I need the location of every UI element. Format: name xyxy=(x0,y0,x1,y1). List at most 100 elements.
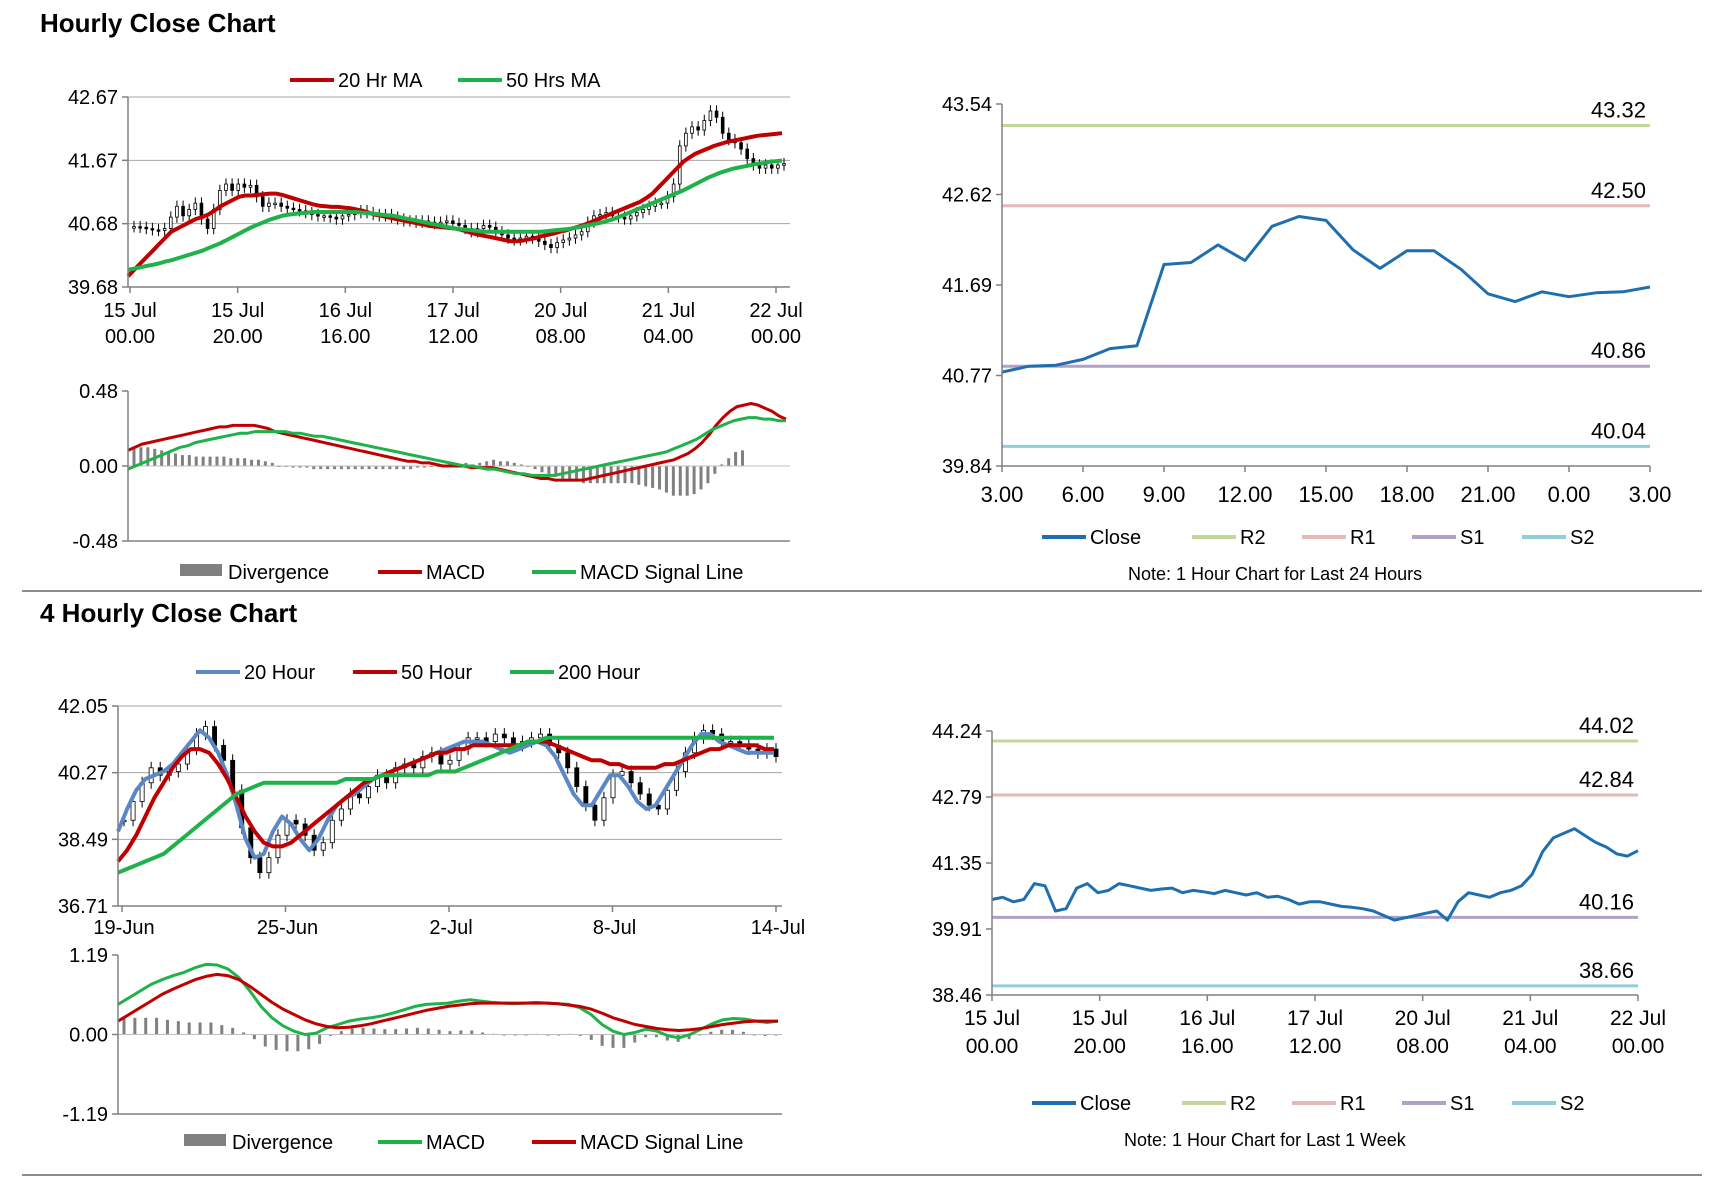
hourly_price-candle xyxy=(175,205,179,218)
hourly_macd-legend-macd-label: MACD xyxy=(426,562,485,584)
hourly_price-candle xyxy=(487,224,492,228)
weekly_pivot-y-tick-label: 41.35 xyxy=(932,853,982,875)
hourly_macd-divergence-bar xyxy=(478,462,482,466)
fourhourly_price-x-tick-label: 14-Jul xyxy=(751,917,805,939)
hourly_pivot-r1-value-label: 42.50 xyxy=(1591,178,1646,203)
hourly_pivot-x-tick-label: 3.00 xyxy=(981,482,1024,507)
hourly_price-candle xyxy=(628,215,633,220)
fourhourly_macd-divergence-bar xyxy=(437,1029,441,1035)
hourly_macd-divergence-bar xyxy=(298,466,302,468)
hourly_price-candle xyxy=(193,202,198,210)
fourhourly_macd-divergence-bar xyxy=(763,1034,767,1036)
hourly_macd-divergence-bar xyxy=(395,466,399,470)
hourly_macd-divergence-bar xyxy=(180,455,184,466)
hourly_pivot-y-tick-label: 41.69 xyxy=(942,275,992,297)
hourly_macd-legend-signal-label: MACD Signal Line xyxy=(580,562,743,584)
fourhourly_price-ma50-line xyxy=(116,739,774,863)
fourhourly_price-ma20-line xyxy=(116,728,774,860)
fourhourly_macd-divergence-bar xyxy=(415,1027,419,1035)
fourhourly_macd-divergence-bar xyxy=(328,1034,332,1036)
weekly_pivot-x-tick-label: 00.00 xyxy=(966,1035,1019,1058)
hourly_price-x-tick-label: 17 Jul xyxy=(426,300,479,322)
hourly_price-x-tick-label: 04.00 xyxy=(643,326,693,348)
hourly_macd-legend-divergence-swatch xyxy=(180,564,222,576)
hourly_macd-divergence-bar xyxy=(658,466,662,490)
hourly_macd-divergence-bar xyxy=(409,466,413,470)
weekly_pivot-y-tick-label: 39.91 xyxy=(932,919,982,941)
fourhourly_price-candle xyxy=(601,797,607,821)
fourhourly_price-candle xyxy=(628,771,634,784)
hourly_macd-divergence-bar xyxy=(250,459,254,466)
hourly_price-candle xyxy=(248,184,253,188)
hourly_price-candle xyxy=(549,244,553,249)
fourhourly_price-candle xyxy=(447,759,453,765)
fourhourly_price-candle xyxy=(583,786,589,806)
hourly_macd-divergence-bar xyxy=(498,461,502,466)
hourly_price-candle xyxy=(745,148,749,160)
hourly_pivot-legend-r1-label: R1 xyxy=(1350,527,1376,549)
fourhourly_price-candle xyxy=(501,733,507,739)
hourly_price-x-tick-label: 15 Jul xyxy=(103,300,156,322)
fourhourly_price-candle xyxy=(565,752,571,769)
weekly_pivot-x-tick-label: 22 Jul xyxy=(1610,1007,1666,1030)
hourly_price-candle xyxy=(328,215,333,218)
fourhourly_price-candle xyxy=(664,789,670,810)
weekly_pivot-y-tick-label: 38.46 xyxy=(932,985,982,1007)
hourly_price-x-tick-label: 16 Jul xyxy=(319,300,372,322)
hourly_price-y-tick-label: 40.68 xyxy=(68,214,118,236)
hourly_macd-divergence-bar xyxy=(492,459,496,466)
hourly_macd-divergence-bar xyxy=(575,466,579,482)
hourly_macd-divergence-bar xyxy=(374,466,378,470)
hourly_macd-divergence-bar xyxy=(464,462,468,466)
fourhourly_macd-divergence-bar xyxy=(165,1019,169,1035)
fourhourly_macd-divergence-bar xyxy=(383,1029,387,1035)
fourhourly_macd-divergence-bar xyxy=(198,1022,202,1035)
hourly_price-candle xyxy=(714,110,719,118)
hourly_macd-divergence-bar xyxy=(312,466,316,470)
hourly_pivot-y-tick-label: 40.77 xyxy=(942,366,992,388)
hourly-section-title: Hourly Close Chart xyxy=(40,8,276,38)
hourly_price-candle xyxy=(555,242,559,249)
hourly_price-candle xyxy=(230,183,234,191)
hourly_macd-divergence-bar xyxy=(132,447,136,466)
hourly_pivot-s1-value-label: 40.86 xyxy=(1591,338,1646,363)
fourhourly_price-candle xyxy=(257,857,263,874)
hourly_price-ma20-line xyxy=(126,131,783,278)
hourly_macd-divergence-bar xyxy=(346,466,350,470)
hourly_macd-divergence-bar xyxy=(333,466,337,470)
hourly_macd-divergence-bar xyxy=(167,451,171,466)
hourly_price-y-tick-label: 39.68 xyxy=(68,277,118,299)
fourhourly_price-x-tick-label: 8-Jul xyxy=(593,917,636,939)
hourly_price-candle xyxy=(457,223,461,226)
hourly_price-x-tick-label: 00.00 xyxy=(751,326,801,348)
weekly_pivot-legend-r1-label: R1 xyxy=(1340,1093,1366,1115)
hourly_pivot-y-tick-label: 42.62 xyxy=(942,185,992,207)
hourly_pivot-x-tick-label: 6.00 xyxy=(1062,482,1105,507)
bottom-divider xyxy=(22,1174,1702,1176)
fourhourly_macd-legend-signal-label: MACD Signal Line xyxy=(580,1132,743,1154)
fourhourly_macd-divergence-bar xyxy=(600,1034,604,1046)
hourly_price-candle xyxy=(236,183,241,191)
hourly_price-candle xyxy=(763,164,768,169)
hourly_macd-divergence-bar xyxy=(160,450,164,466)
hourly_macd-divergence-bar xyxy=(291,466,295,468)
hourly_macd-divergence-bar xyxy=(305,466,309,468)
hourly_price-x-tick-label: 12.00 xyxy=(428,326,478,348)
hourly_macd-divergence-bar xyxy=(256,459,260,466)
fourhourly_macd-divergence-bar xyxy=(481,1032,485,1035)
fourhourly_price-candle xyxy=(619,771,625,776)
weekly_pivot-x-tick-label: 15 Jul xyxy=(964,1007,1020,1030)
fourhourly_price-legend-ma20-label: 20 Hour xyxy=(244,662,315,684)
fourhourly_price-candle xyxy=(610,774,616,799)
hourly_price-candle xyxy=(181,205,185,217)
hourly_macd-divergence-bar xyxy=(554,466,558,477)
fourhourly_price-candle xyxy=(366,786,371,799)
fourhourly_macd-divergence-bar xyxy=(611,1034,615,1048)
hourly_macd-divergence-bar xyxy=(706,466,710,484)
fourhourly_macd-macd-line xyxy=(117,962,779,1040)
hourly_price-candle xyxy=(635,212,639,217)
weekly_pivot-x-tick-label: 08.00 xyxy=(1396,1035,1449,1058)
hourly_pivot-s2-value-label: 40.04 xyxy=(1591,418,1646,443)
fourhourly_price-candle xyxy=(728,741,734,744)
